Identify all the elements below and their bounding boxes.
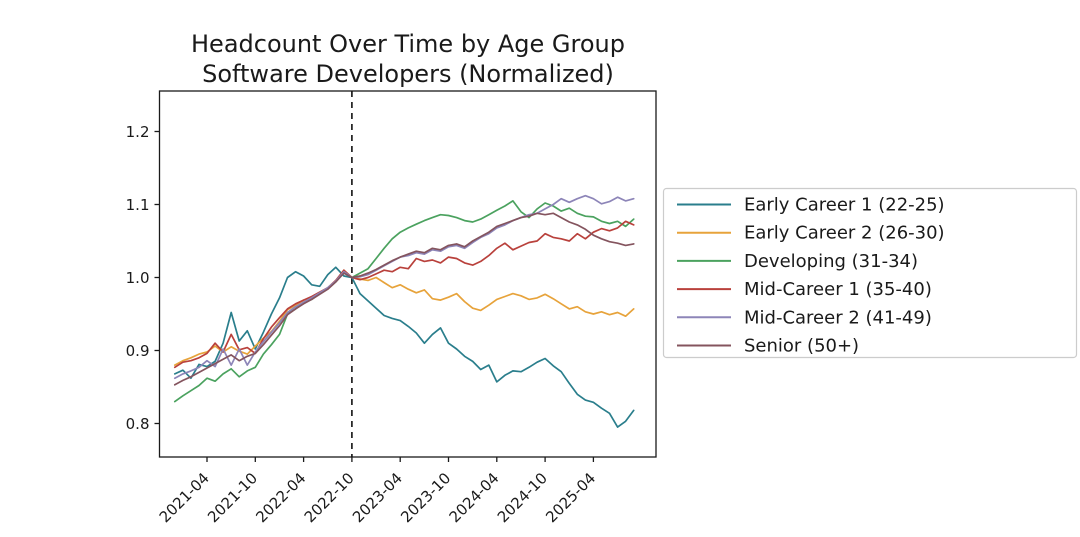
legend-label: Early Career 2 (26-30) [744, 223, 945, 244]
x-axis-tick-label: 2024-04 [446, 469, 503, 526]
legend-label: Senior (50+) [744, 336, 859, 357]
legend-label: Early Career 1 (22-25) [744, 195, 945, 216]
y-axis-tick-label: 1.2 [126, 123, 150, 141]
x-axis-tick-label: 2022-04 [252, 469, 309, 526]
legend-box [662, 187, 1078, 359]
legend-label: Mid-Career 1 (35-40) [744, 279, 932, 300]
legend-label: Developing (31-34) [744, 251, 918, 272]
legend-item: Mid-Career 2 (41-49) [677, 307, 932, 328]
y-axis: 0.8 0.9 1.0 1.1 1.2 [126, 123, 160, 433]
legend-item: Senior (50+) [677, 336, 859, 357]
x-axis-tick-label: 2023-04 [349, 469, 406, 526]
x-axis-tick-label: 2024-10 [494, 469, 551, 526]
series-line-early-career-1-22-25 [173, 266, 635, 428]
series-line-senior-50 [173, 212, 635, 386]
y-axis-tick-label: 1.1 [126, 196, 150, 214]
y-axis-tick-label: 0.9 [126, 342, 150, 360]
series-line-developing-31-34 [173, 200, 635, 403]
chart-title: Headcount Over Time by Age Group [191, 30, 625, 58]
plot-frame [158, 90, 657, 458]
x-axis-tick-label: 2021-10 [204, 469, 261, 526]
series-line-mid-career-1-35-40 [173, 220, 635, 369]
plot-area: 0.8 0.9 1.0 1.1 1.2 2021-042021-102022-042022… [126, 90, 657, 526]
legend-item: Early Career 1 (22-25) [677, 195, 945, 216]
series-line-early-career-2-26-30 [173, 269, 635, 366]
legend-item: Early Career 2 (26-30) [677, 223, 945, 244]
legend: Early Career 1 (22-25) Early Career 2 (26… [662, 187, 1078, 359]
legend-label: Mid-Career 2 (41-49) [744, 307, 932, 328]
legend-item: Developing (31-34) [677, 251, 918, 272]
chart-subtitle: Software Developers (Normalized) [202, 60, 614, 88]
legend-item: Mid-Career 1 (35-40) [677, 279, 932, 300]
x-axis-tick-label: 2022-10 [301, 469, 358, 526]
y-axis-tick-label: 0.8 [126, 415, 150, 433]
y-axis-tick-label: 1.0 [126, 269, 150, 287]
x-axis-tick-label: 2021-04 [156, 469, 213, 526]
x-axis: 2021-042021-102022-042022-102023-042023-… [156, 457, 599, 526]
x-axis-tick-label: 2025-04 [542, 469, 599, 526]
x-axis-tick-label: 2023-10 [397, 469, 454, 526]
